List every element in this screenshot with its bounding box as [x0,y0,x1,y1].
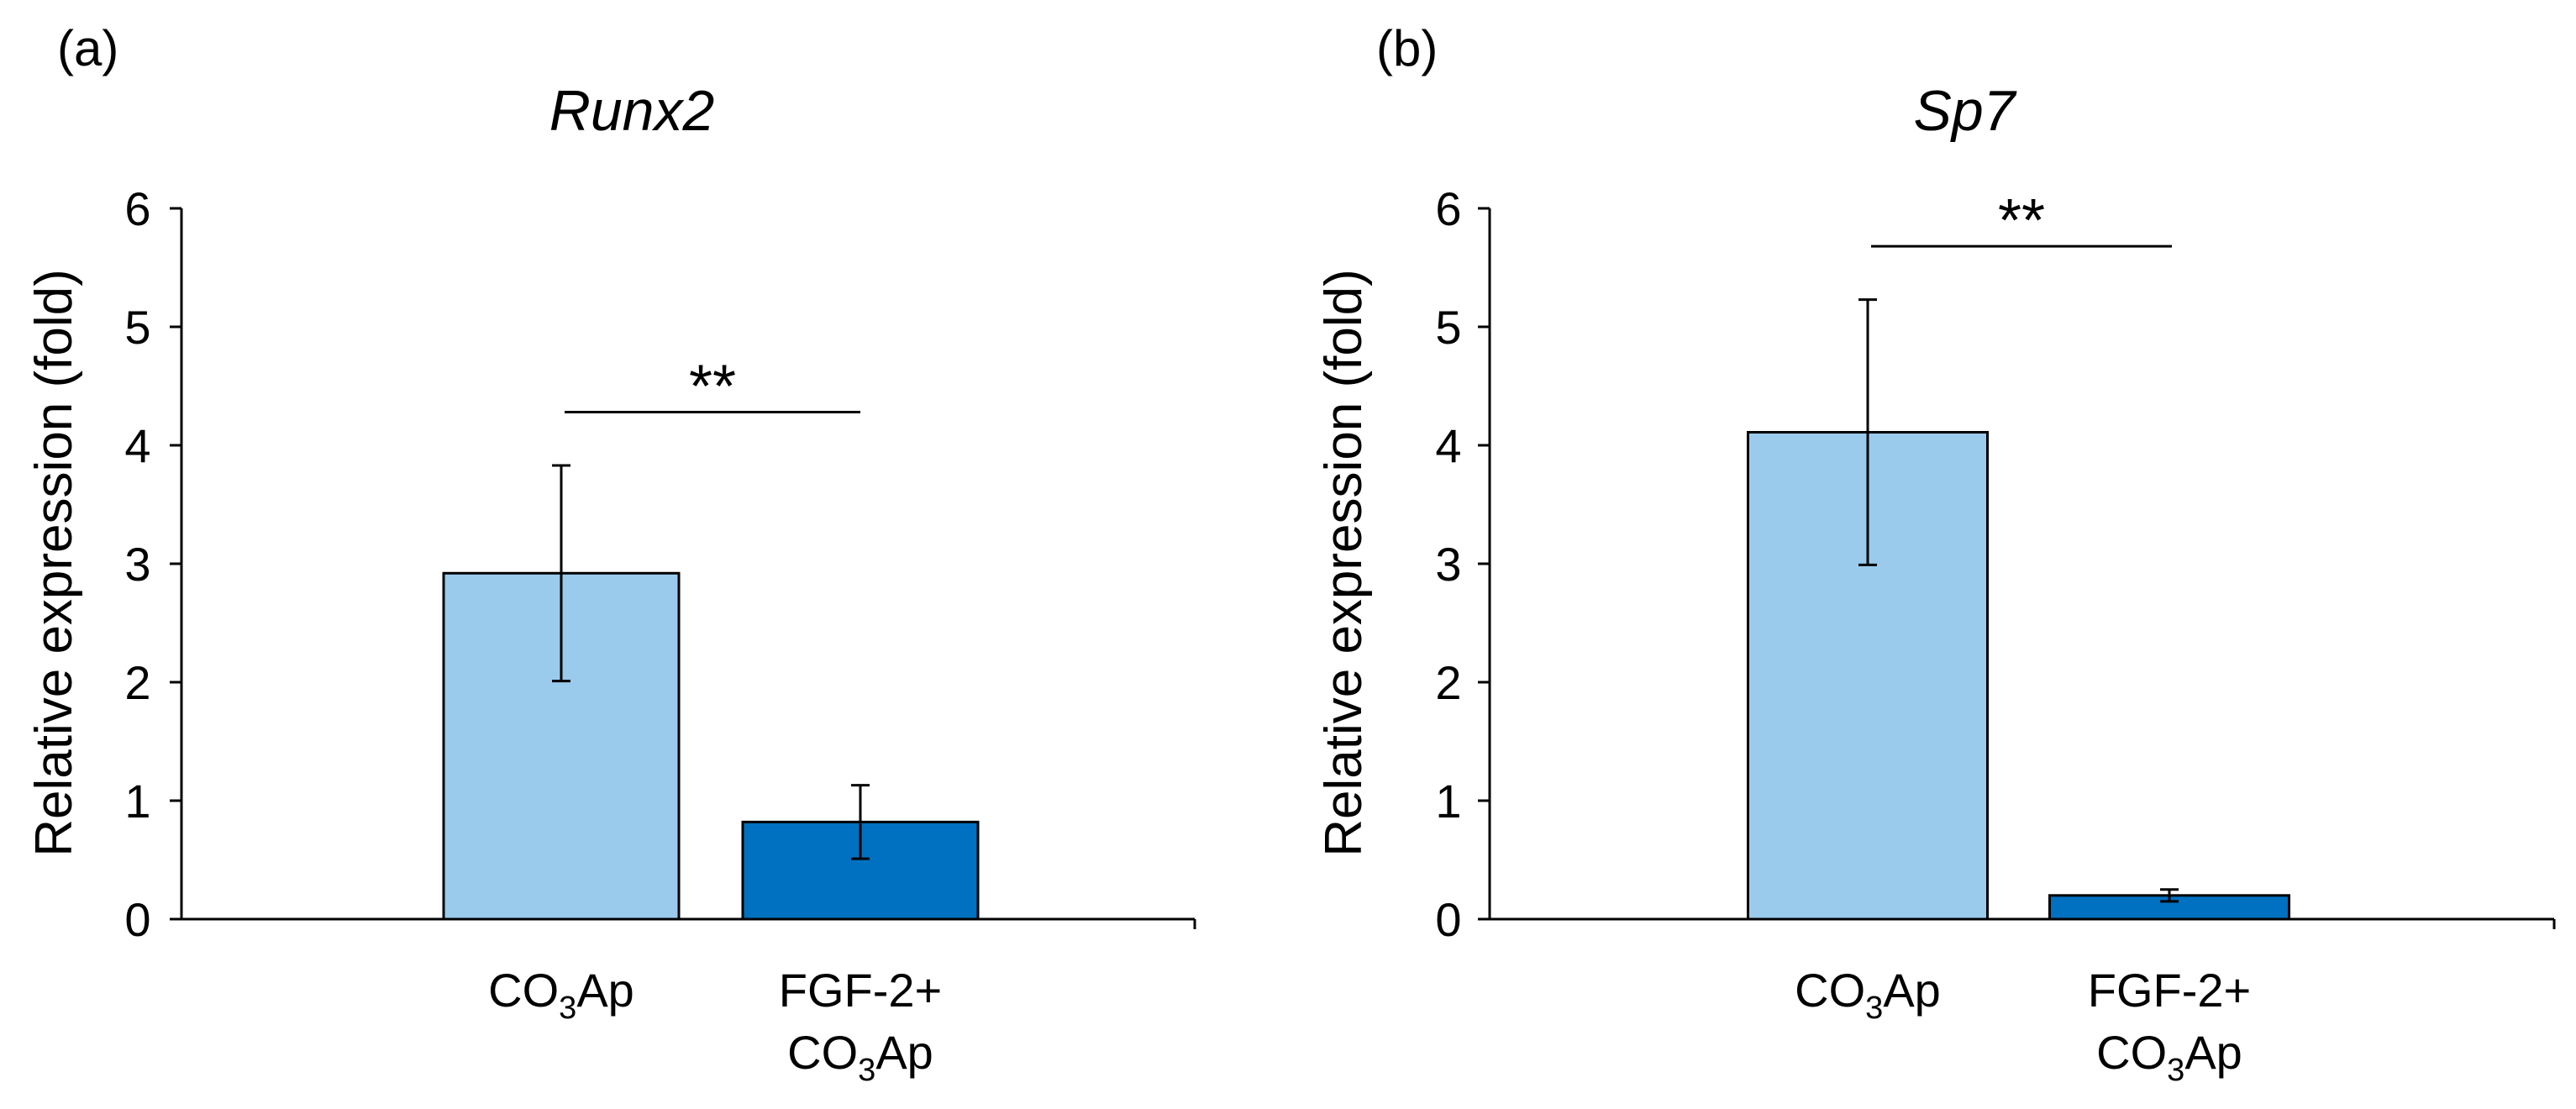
y-tick-label: 5 [1435,301,1461,354]
category-rest: Ap [576,964,634,1017]
panel-label: (a) [57,20,118,76]
y-tick-label: 1 [124,775,150,828]
category-rest: Ap [2184,1026,2242,1079]
category-base: CO [1795,964,1865,1017]
chart-title: Sp7 [1914,79,2017,143]
category-label: CO3Ap [2096,1026,2242,1088]
significance-label: ** [1998,187,2045,255]
category-base: CO [488,964,559,1017]
category-label: CO3Ap [787,1026,933,1088]
category-subscript: 3 [1865,991,1883,1026]
category-subscript: 3 [858,1053,875,1088]
category-subscript: 3 [2167,1053,2184,1088]
y-axis-label: Relative expression (fold) [1315,269,1373,857]
category-base: CO [2096,1026,2167,1079]
bar-fgf2-co3ap [741,820,980,921]
category-rest: Ap [875,1026,933,1079]
y-axis-label: Relative expression (fold) [25,269,83,857]
y-tick-label: 2 [124,656,150,709]
category-label: CO3Ap [1795,964,1941,1026]
category-base: CO [787,1026,858,1079]
category-label: CO3Ap [488,964,634,1026]
y-tick-label: 6 [124,182,150,235]
category-rest: Ap [1883,964,1941,1017]
y-tick-label: 2 [1435,656,1461,709]
chart-panel-b: (b) Sp7 Relative expression (fold) 0 1 2 3 4 5 6 C… [1315,20,2556,1088]
chart-title: Runx2 [549,79,715,143]
y-tick-label: 6 [1435,182,1461,235]
y-tick-label: 1 [1435,775,1461,828]
significance-label: ** [689,354,736,421]
y-tick-label: 0 [124,893,150,946]
category-prefix: FGF-2+ [779,964,942,1017]
y-tick-label: 3 [124,538,150,591]
category-prefix: FGF-2+ [2088,964,2251,1017]
y-tick-label: 5 [124,301,150,354]
panel-label: (b) [1376,20,1438,76]
y-tick-label: 4 [1435,419,1461,472]
y-tick-label: 3 [1435,538,1461,591]
y-tick-label: 0 [1435,893,1461,946]
category-subscript: 3 [559,991,576,1026]
y-tick-label: 4 [124,419,150,472]
chart-panel-a: (a) Runx2 Relative expression (fold) 0 1 2 3 4 5… [25,20,1196,1088]
